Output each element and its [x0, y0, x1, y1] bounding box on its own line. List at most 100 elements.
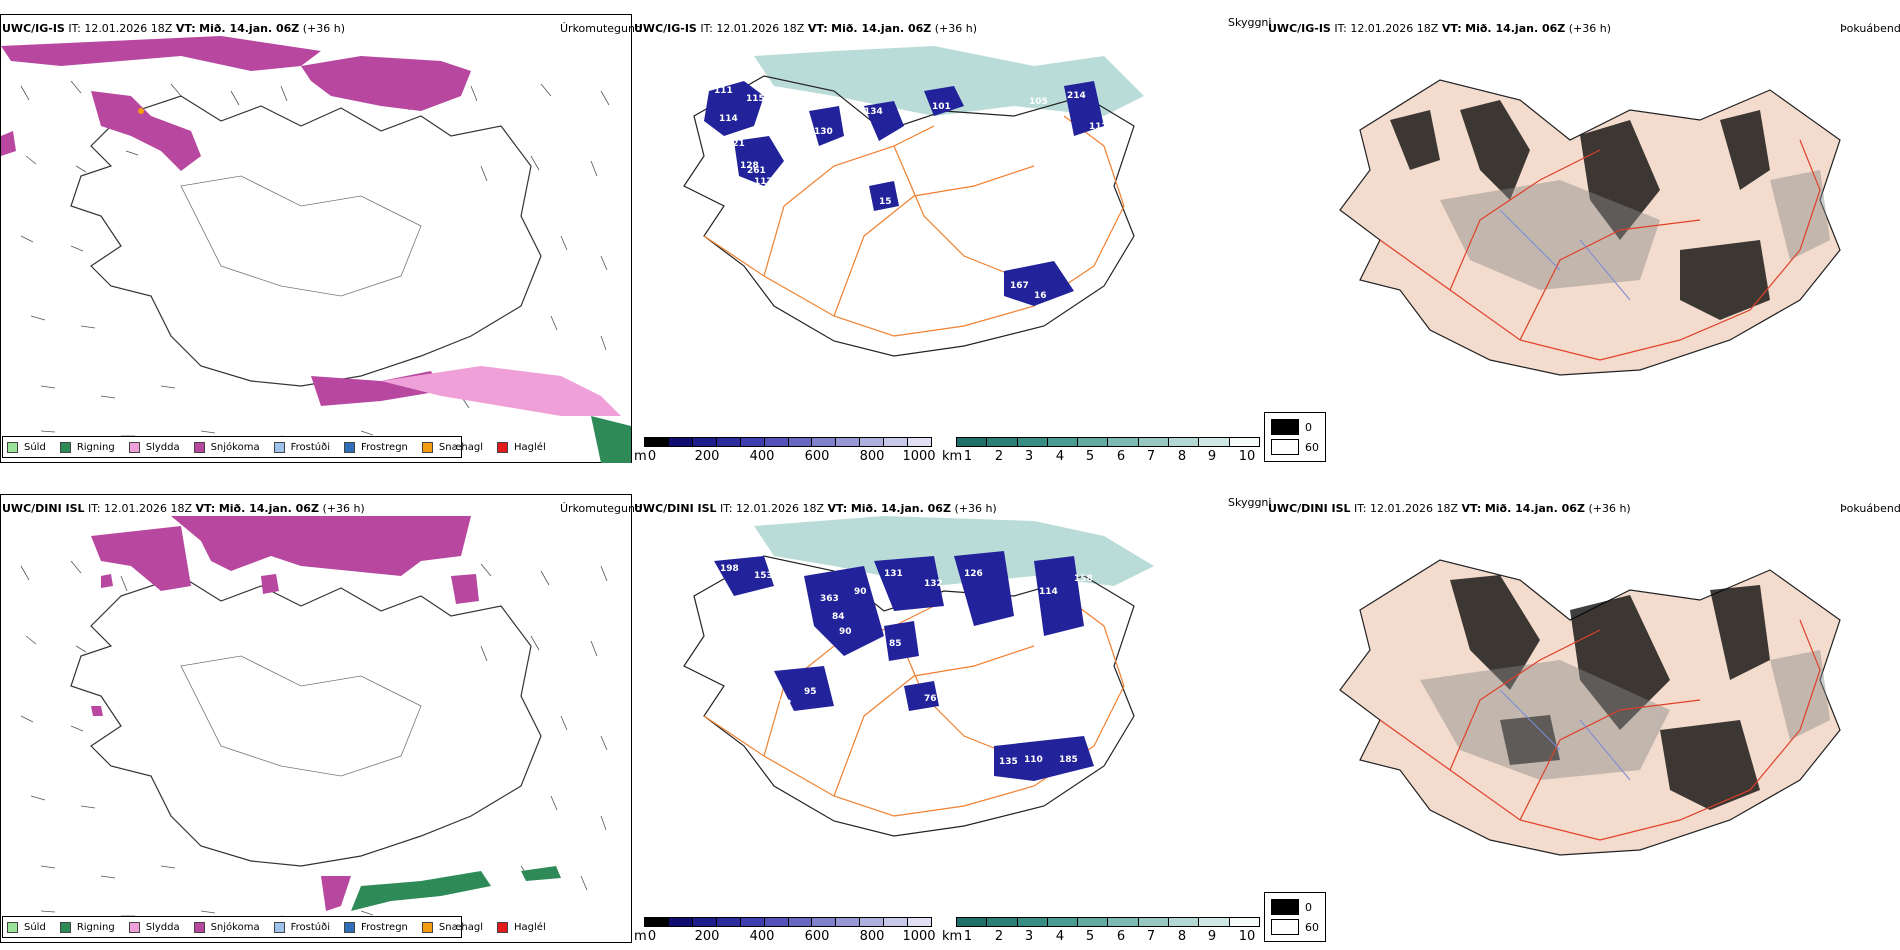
colorbar-strip	[956, 437, 1260, 447]
colorbar-strip	[644, 917, 932, 927]
cloud-bar-tick: 600	[804, 929, 830, 944]
visibility-map: 105 111 115 114 221 117 128 261 130 134 …	[683, 46, 1144, 357]
fog-label-dark: 0	[1305, 901, 1312, 914]
vis-field-name: Skyggni	[1228, 496, 1272, 509]
fog-legend: 0 60	[1264, 412, 1326, 462]
precip-panel-frame	[0, 14, 632, 463]
colorbar-strip	[644, 437, 932, 447]
cloud-label: 117	[754, 177, 773, 187]
cloud-label: 110	[1024, 755, 1043, 765]
valid-label: VT:	[807, 22, 828, 35]
cloud-label: 115	[746, 94, 765, 104]
vis-bar-tick: 7	[1146, 929, 1156, 944]
swatch	[59, 921, 71, 933]
panel-title: UWC/IG-IS IT: 12.01.2026 18Z VT: Mið. 14…	[1268, 22, 1611, 36]
snow-area	[91, 516, 479, 911]
fog-map	[1339, 559, 1841, 856]
cloud-bar-tick: 0	[647, 929, 657, 944]
valid-time: Mið. 14.jan. 06Z	[1484, 502, 1585, 515]
cloud-label: 114	[1039, 587, 1058, 597]
legend-item-slydda: Slydda	[128, 921, 180, 933]
fog-grey-areas	[1420, 650, 1830, 780]
fog-label-light: 60	[1305, 921, 1319, 934]
lead-time: (+36 h)	[322, 502, 365, 515]
vis-bar-tick: 4	[1055, 929, 1065, 944]
swatch	[421, 441, 433, 453]
vis-bar-tick: 6	[1116, 929, 1126, 944]
vis-bar-tick: 3	[1024, 449, 1034, 464]
panel-title: UWC/DINI ISL IT: 12.01.2026 18Z VT: Mið.…	[1268, 502, 1631, 516]
cloud-bar-tick: 1000	[902, 929, 936, 944]
cloud-bar-tick: 800	[859, 929, 885, 944]
vis-bar-tick: 1	[963, 449, 973, 464]
cloud-label: 95	[804, 687, 817, 697]
cloud-label: 261	[747, 166, 766, 176]
vis-bar-tick: 2	[994, 929, 1004, 944]
cloud-bar-tick: 800	[859, 449, 885, 464]
vis-bar-tick: 2	[994, 449, 1004, 464]
init-time: IT: 12.01.2026 18Z	[88, 502, 193, 515]
swatch	[344, 921, 355, 933]
legend-item-frostudi: Frostúði	[273, 441, 330, 453]
valid-label: VT:	[195, 502, 216, 515]
model-name: UWC/DINI ISL	[2, 502, 85, 515]
fog-field-name: Þokuábendi	[1840, 22, 1900, 35]
cloud-label: 153	[754, 571, 773, 581]
precip-panel-frame	[0, 494, 632, 943]
cloud-label: 134	[864, 107, 883, 117]
vis-bar-unit: km	[942, 449, 963, 464]
init-time: IT: 12.01.2026 18Z	[700, 22, 805, 35]
cloud-label: 128	[740, 161, 759, 171]
cloud-label: 90	[854, 587, 867, 597]
fog-field-name: Þokuábendi	[1840, 502, 1900, 515]
swatch	[497, 441, 509, 453]
cloud-label: 130	[814, 127, 833, 137]
cloud-base-colorbar: m 0 200 400 600 800 1000	[634, 437, 936, 467]
swatch	[273, 921, 285, 933]
model-name: UWC/DINI ISL	[1268, 502, 1351, 515]
vis-bar-tick: 9	[1207, 449, 1217, 464]
valid-time: Mið. 14.jan. 06Z	[218, 502, 319, 515]
vis-bar-tick: 9	[1207, 929, 1217, 944]
cloud-bar-tick: 400	[749, 929, 775, 944]
swatch	[421, 921, 433, 933]
valid-time: Mið. 14.jan. 06Z	[831, 22, 932, 35]
legend-item-frostregn: Frostregn	[344, 921, 408, 933]
cloud-label: 363	[820, 594, 839, 604]
cloud-label: 221	[726, 139, 745, 149]
vis-bar-unit: km	[942, 929, 963, 944]
valid-label: VT:	[1441, 22, 1462, 35]
legend-item-frostregn: Frostregn	[344, 441, 408, 453]
cloud-labels: 198 153 132 72 363 131 90 126 114 158 84…	[720, 564, 1093, 767]
valid-label: VT:	[827, 502, 848, 515]
precip-legend: Súld Rigning Slydda Snjókoma Frostúði Fr…	[2, 916, 546, 938]
vis-field-name: Skyggni	[1228, 16, 1272, 29]
cloud-label: 135	[999, 757, 1018, 767]
cloud-label: 198	[720, 564, 739, 574]
low-cloud-areas	[714, 551, 1094, 781]
cloud-label: 85	[889, 639, 902, 649]
cloud-label: 105	[714, 62, 733, 72]
cloud-label: 78	[799, 644, 812, 654]
fog-swatch-light	[1271, 919, 1299, 935]
sleet-area	[381, 366, 621, 416]
vis-area	[754, 46, 1144, 116]
swatch	[7, 921, 18, 933]
model-name: UWC/IG-IS	[634, 22, 697, 35]
lead-time: (+36 h)	[1588, 502, 1631, 515]
fog-swatch-dark	[1271, 899, 1299, 915]
vis-bar-tick: 5	[1085, 929, 1095, 944]
panel-title: UWC/DINI ISL IT: 12.01.2026 18Z VT: Mið.…	[634, 502, 997, 516]
fog-roads	[1379, 619, 1821, 841]
swatch	[7, 441, 18, 453]
init-time: IT: 12.01.2026 18Z	[1334, 22, 1439, 35]
precip-field-name: Úrkomutegund	[560, 22, 642, 35]
model-name: UWC/IG-IS	[2, 22, 65, 35]
swatch	[344, 441, 355, 453]
cloud-label: 72	[764, 591, 777, 601]
precip-map	[1, 36, 631, 463]
vis-bar-tick: 7	[1146, 449, 1156, 464]
cloud-label: 101	[932, 102, 951, 112]
legend-item-snjokoma: Snjókoma	[193, 921, 260, 933]
cloud-label: 15	[879, 197, 892, 207]
